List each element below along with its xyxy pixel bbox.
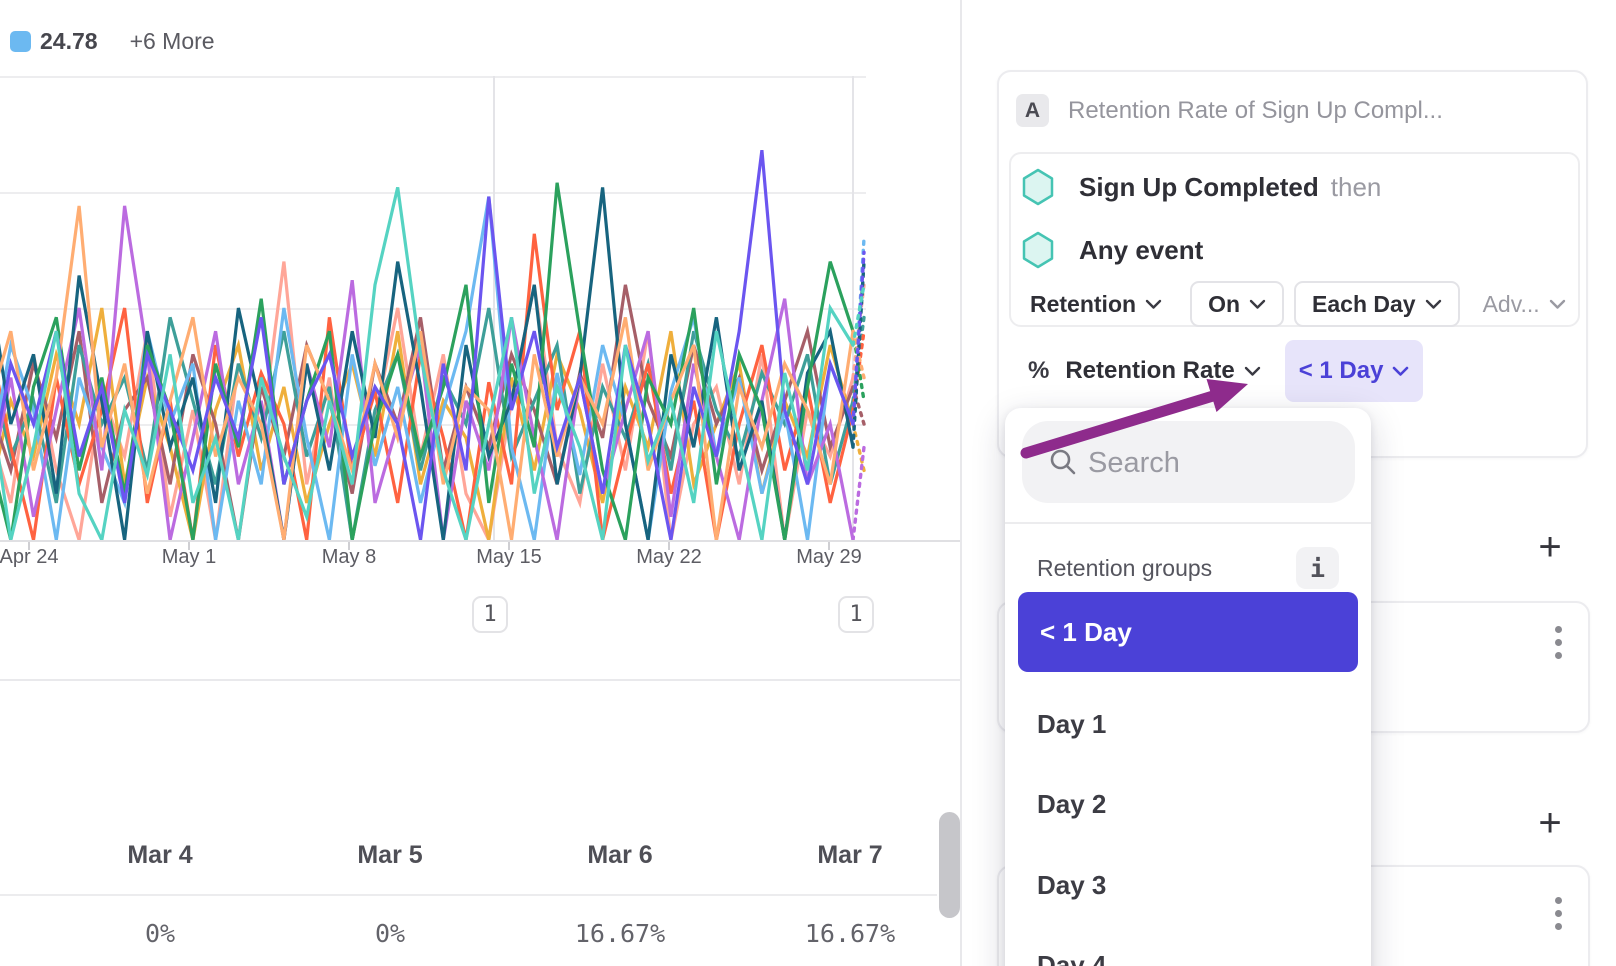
metric-label: Retention Rate — [1065, 357, 1235, 384]
x-axis-label: May 29 — [796, 546, 862, 568]
x-axis-label: May 8 — [321, 546, 377, 568]
advanced-label: Adv... — [1482, 290, 1540, 317]
chart-pane: 24.78 +6 More Apr 24 May 1 May 8 May 15 May … — [0, 27, 962, 948]
mode-label: Retention — [1030, 290, 1137, 317]
table-value-cell: 16.67% — [804, 919, 896, 948]
event-block: Sign Up Completed then Any event Retenti… — [1009, 152, 1580, 327]
query-badge: A — [1016, 94, 1049, 127]
event-hexagon-icon — [1022, 168, 1054, 206]
group-label: Retention groups — [1037, 554, 1213, 581]
dropdown-option[interactable]: Day 4 — [1037, 950, 1107, 966]
x-tick-mark — [668, 542, 670, 550]
on-label: On — [1208, 290, 1241, 317]
series-turquoise[interactable] — [0, 187, 855, 542]
dropdown-divider — [1005, 522, 1371, 524]
gridline — [0, 192, 866, 194]
event-name[interactable]: Sign Up Completed — [1079, 171, 1319, 202]
table-header-cell: Mar 5 — [357, 841, 423, 869]
retention-groups-dropdown: Retention groups i < 1 Day Day 1 Day 2 Day … — [1005, 408, 1371, 966]
interval-dropdown[interactable]: < 1 Day — [1284, 340, 1424, 402]
dropdown-option[interactable]: Day 3 — [1037, 869, 1107, 900]
chevron-down-icon — [1145, 299, 1162, 310]
chevron-down-icon — [1425, 299, 1442, 310]
x-tick-mark — [828, 542, 830, 550]
x-tick-mark — [28, 542, 30, 550]
x-axis-label: May 15 — [476, 546, 542, 568]
chart-legend: 24.78 +6 More — [10, 27, 215, 54]
vertical-scrollbar[interactable] — [939, 812, 960, 918]
x-tick-mark — [188, 542, 190, 550]
table-header-divider — [0, 894, 937, 896]
table-value-cell: 0% — [144, 919, 176, 948]
event-name[interactable]: Any event — [1079, 234, 1204, 265]
x-axis — [0, 540, 962, 542]
table-header-cell: Mar 4 — [127, 841, 193, 869]
query-definition-card: A Retention Rate of Sign Up Compl... Sig… — [997, 70, 1588, 458]
period-badge[interactable]: 1 — [838, 596, 874, 633]
metric-dropdown[interactable]: Retention Rate — [1065, 357, 1260, 385]
event-row-2[interactable]: Any event — [1022, 231, 1204, 269]
period-boundary-line — [852, 76, 854, 540]
event-row-1[interactable]: Sign Up Completed then — [1022, 168, 1382, 206]
x-tick-mark — [348, 542, 350, 550]
series-projection-maroon — [851, 385, 866, 426]
search-input[interactable] — [1086, 421, 1345, 505]
on-dropdown[interactable]: On — [1190, 281, 1285, 327]
info-icon[interactable]: i — [1296, 547, 1339, 589]
table-value-cell: 0% — [374, 919, 406, 948]
search-icon — [1048, 447, 1078, 482]
pane-divider — [960, 0, 962, 966]
chevron-down-icon — [1244, 366, 1261, 377]
granularity-dropdown[interactable]: Each Day — [1294, 281, 1460, 327]
x-axis-label: May 1 — [161, 546, 217, 568]
granularity-label: Each Day — [1312, 290, 1416, 317]
series-swatch[interactable] — [10, 30, 31, 52]
query-title[interactable]: Retention Rate of Sign Up Compl... — [1068, 97, 1443, 124]
group-header: Retention groups i — [1037, 544, 1339, 592]
dropdown-option-selected[interactable]: < 1 Day — [1018, 592, 1358, 672]
series-projection-amber — [851, 422, 866, 473]
series-projection-turquoise — [851, 283, 866, 347]
interval-label: < 1 Day — [1298, 357, 1384, 384]
x-axis-label: Apr 24 — [0, 546, 59, 568]
series-projection-orchid — [851, 445, 866, 542]
period-badge[interactable]: 1 — [472, 596, 508, 633]
series-dark-teal[interactable] — [0, 187, 855, 541]
event-suffix: then — [1330, 171, 1382, 202]
section-divider — [0, 679, 962, 681]
period-boundary-line — [493, 76, 495, 540]
advanced-dropdown[interactable]: Adv... — [1483, 291, 1566, 318]
chevron-down-icon — [1549, 299, 1566, 310]
metric-row: % Retention Rate < 1 Day — [1028, 340, 1424, 402]
series-projection-indigo — [851, 250, 866, 426]
series-projection-light-orange — [851, 329, 866, 380]
series-label[interactable]: 24.78 — [40, 27, 98, 54]
table-header-cell: Mar 6 — [587, 841, 653, 869]
add-button[interactable]: + — [1538, 801, 1562, 845]
mode-dropdown[interactable]: Retention — [1030, 291, 1162, 318]
retention-controls: Retention On Each Day Adv... — [1030, 281, 1566, 327]
table-value-cell: 16.67% — [574, 919, 666, 948]
dropdown-option[interactable]: Day 1 — [1037, 708, 1107, 739]
table-header-cell: Mar 7 — [817, 841, 883, 869]
chevron-down-icon — [1392, 366, 1409, 377]
percent-icon: % — [1028, 357, 1050, 384]
line-chart[interactable] — [0, 76, 880, 542]
kebab-menu-icon[interactable] — [1555, 894, 1562, 933]
gridline — [0, 76, 866, 78]
gridline — [0, 308, 866, 310]
series-light-orange[interactable] — [0, 205, 855, 541]
legend-more-button[interactable]: +6 More — [129, 27, 215, 54]
kebab-menu-icon[interactable] — [1555, 623, 1562, 662]
event-hexagon-icon — [1022, 231, 1054, 269]
x-axis-label: May 22 — [636, 546, 702, 568]
x-tick-mark — [508, 542, 510, 550]
search-box — [1022, 421, 1355, 505]
dropdown-option[interactable]: Day 2 — [1037, 789, 1107, 819]
chevron-down-icon — [1249, 299, 1266, 310]
add-button[interactable]: + — [1538, 525, 1562, 569]
